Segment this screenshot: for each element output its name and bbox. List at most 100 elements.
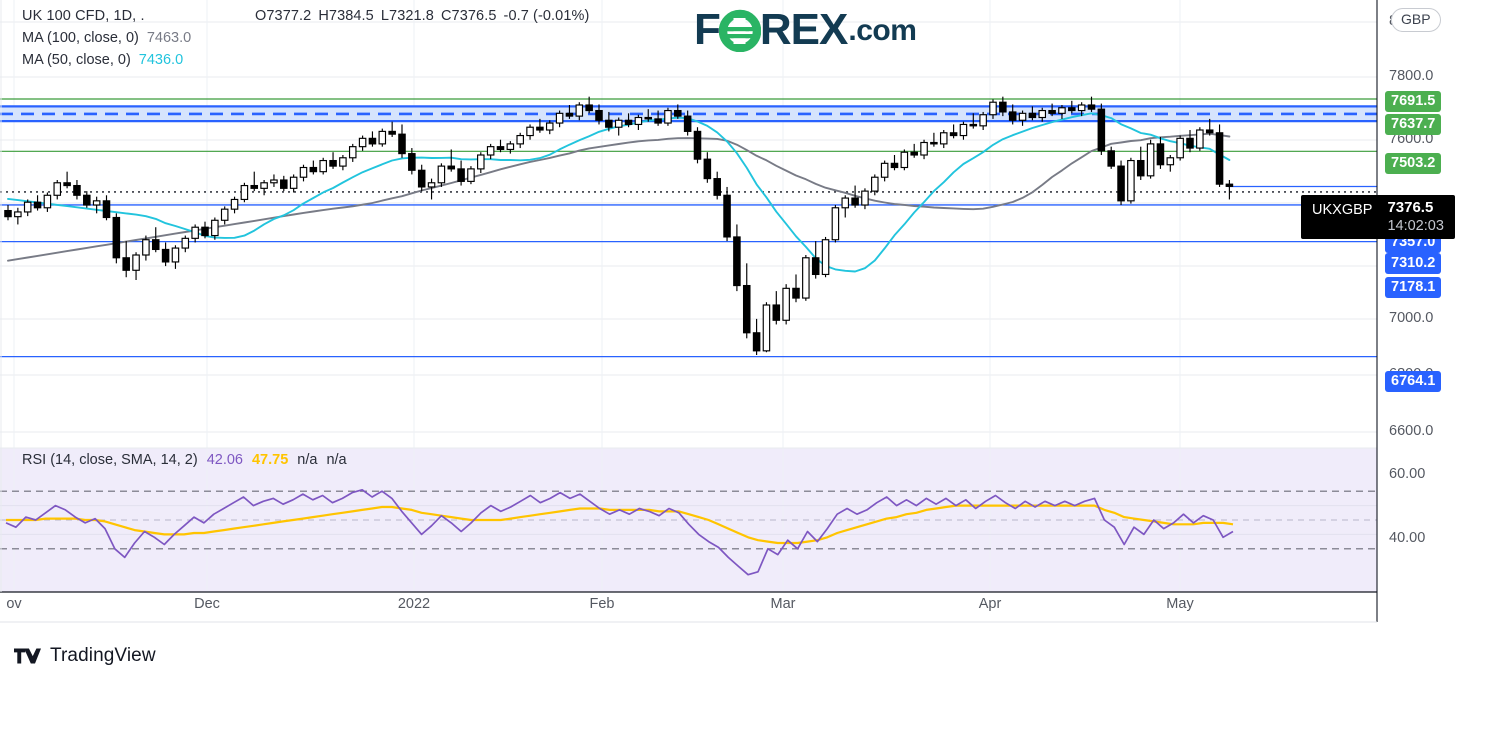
candle-body-bullish bbox=[319, 159, 327, 173]
candle-body-bullish bbox=[802, 257, 810, 299]
candle-body-bearish bbox=[4, 209, 12, 218]
forex-logo-euro-o-icon bbox=[718, 9, 761, 52]
candle-body-bullish bbox=[339, 157, 347, 167]
candle-body-bullish bbox=[1018, 112, 1027, 121]
candle-body-bullish bbox=[437, 165, 446, 184]
candle-body-bearish bbox=[605, 119, 613, 128]
candle-body-bearish bbox=[713, 178, 721, 196]
candle-body-bullish bbox=[240, 184, 249, 201]
candle-body-bullish bbox=[575, 104, 584, 117]
candle-body-bullish bbox=[821, 239, 830, 276]
candle-body-bullish bbox=[181, 237, 190, 249]
candle-body-bullish bbox=[526, 126, 534, 137]
candle-body-bullish bbox=[1038, 109, 1047, 119]
candle-body-bearish bbox=[1205, 129, 1214, 134]
candle-body-bearish bbox=[388, 130, 396, 135]
candle-body-bearish bbox=[910, 151, 918, 156]
candle-body-bearish bbox=[733, 236, 741, 287]
candle-body-bearish bbox=[329, 159, 337, 167]
current-price-tag: UKXGBP 7376.5 14:02:03 bbox=[1301, 195, 1455, 239]
candle-body-bearish bbox=[151, 239, 160, 251]
time-tick-label: Feb bbox=[589, 596, 615, 612]
time-tick-label: Apr bbox=[978, 596, 1002, 612]
candle-body-bullish bbox=[861, 190, 869, 206]
time-axis[interactable]: ov Dec 2022 Feb Mar Apr May bbox=[0, 596, 1377, 622]
rsi-legend[interactable]: RSI (14, close, SMA, 14, 2) 42.06 47.75 … bbox=[22, 452, 347, 468]
price-level-pill-blue[interactable]: 6764.1 bbox=[1385, 371, 1442, 392]
candle-body-bearish bbox=[752, 332, 761, 352]
price-level-pill-blue[interactable]: 7178.1 bbox=[1385, 277, 1442, 298]
candle-body-bearish bbox=[999, 101, 1007, 113]
rsi-na-1: n/a bbox=[297, 452, 318, 468]
candle-body-bullish bbox=[762, 304, 771, 352]
rsi-line bbox=[5, 488, 1234, 576]
candle-body-bearish bbox=[83, 194, 91, 206]
candle-body-bearish bbox=[1225, 183, 1234, 187]
rsi-tick-label: 60.00 bbox=[1389, 466, 1426, 482]
candle-body-bullish bbox=[841, 197, 850, 209]
candle-body-bullish bbox=[831, 207, 840, 241]
candle-body-bearish bbox=[654, 118, 662, 124]
candle-body-bearish bbox=[1136, 159, 1145, 177]
candle-body-bearish bbox=[683, 115, 692, 132]
ohlc-open: O7377.2 bbox=[255, 8, 312, 24]
candle-body-bullish bbox=[545, 122, 554, 131]
candle-body-bearish bbox=[723, 194, 731, 238]
candle-body-bearish bbox=[792, 287, 800, 299]
candle-body-bullish bbox=[516, 134, 524, 145]
price-level-pill-green[interactable]: 7503.2 bbox=[1385, 153, 1442, 174]
candle-body-bullish bbox=[506, 143, 515, 151]
price-axis[interactable]: 8000.07800.07600.07400.07200.07000.06800… bbox=[1377, 0, 1489, 630]
candle-body-bullish bbox=[132, 254, 140, 271]
candle-body-bullish bbox=[220, 208, 229, 221]
candle-body-bullish bbox=[782, 287, 790, 321]
candle-body-bearish bbox=[811, 257, 820, 276]
candle-body-bullish bbox=[989, 101, 997, 116]
candle-body-bullish bbox=[230, 198, 239, 210]
candle-body-bearish bbox=[161, 248, 170, 263]
candle-body-bearish bbox=[102, 200, 111, 219]
forex-logo-f: F bbox=[694, 5, 721, 54]
candle-body-bearish bbox=[1068, 107, 1076, 112]
candle-body-bullish bbox=[1058, 107, 1066, 114]
candle-body-bullish bbox=[939, 132, 948, 145]
candle-body-bearish bbox=[969, 123, 978, 127]
candle-body-bearish bbox=[595, 109, 603, 121]
candle-body-bearish bbox=[250, 184, 259, 189]
candle-body-bullish bbox=[1176, 137, 1184, 159]
currency-badge[interactable]: GBP bbox=[1391, 8, 1441, 32]
candle-body-bullish bbox=[1127, 159, 1135, 202]
ohlc-low: L7321.8 bbox=[380, 8, 434, 24]
candle-body-bullish bbox=[299, 166, 308, 178]
candle-body-bearish bbox=[447, 165, 456, 170]
candle-body-bearish bbox=[585, 104, 593, 112]
time-tick-label: Dec bbox=[194, 596, 220, 612]
candle-body-bullish bbox=[900, 151, 909, 169]
candle-body-bearish bbox=[949, 132, 958, 137]
candle-body-bearish bbox=[496, 146, 505, 151]
time-tick-label: ov bbox=[6, 596, 22, 612]
candle-body-bullish bbox=[664, 109, 672, 124]
candle-body-bullish bbox=[348, 146, 357, 159]
price-level-pill-green[interactable]: 7637.7 bbox=[1385, 114, 1442, 135]
candle-body-bullish bbox=[1166, 157, 1175, 166]
candle-body-bullish bbox=[43, 194, 52, 209]
tradingview-label: TradingView bbox=[50, 645, 156, 666]
price-level-pill-blue[interactable]: 7310.2 bbox=[1385, 253, 1442, 274]
ohlc-change: -0.7 (-0.01%) bbox=[503, 8, 590, 24]
price-tick-label: 7000.0 bbox=[1389, 310, 1434, 326]
candle-body-bearish bbox=[309, 166, 318, 173]
candle-body-bearish bbox=[1186, 137, 1194, 149]
rsi-tick-label: 40.00 bbox=[1389, 530, 1426, 546]
candle-body-bullish bbox=[53, 182, 62, 196]
rsi-label: RSI (14, close, SMA, 14, 2) bbox=[22, 452, 198, 468]
tradingview-attribution: TradingView bbox=[14, 645, 156, 667]
price-level-pill-green[interactable]: 7691.5 bbox=[1385, 91, 1442, 112]
candle-body-bullish bbox=[142, 239, 150, 256]
candle-body-bullish bbox=[871, 176, 879, 192]
rsi-value: 42.06 bbox=[206, 452, 243, 468]
candle-body-bearish bbox=[280, 179, 288, 189]
candle-body-bullish bbox=[880, 162, 889, 178]
